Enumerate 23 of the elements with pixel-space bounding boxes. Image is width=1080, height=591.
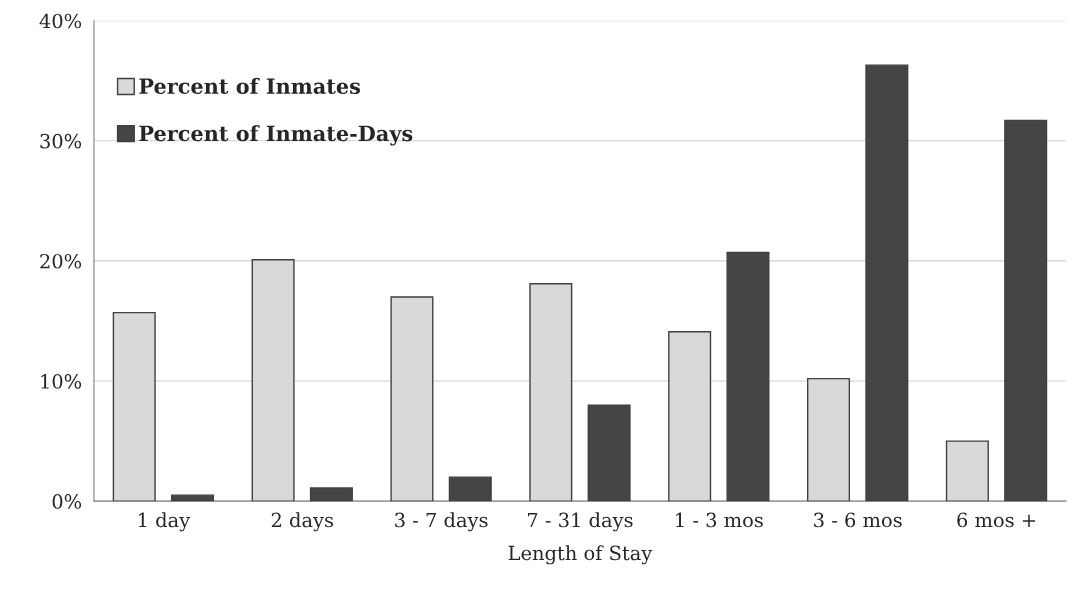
x-tick-label: 1 day	[138, 512, 191, 532]
bar	[865, 64, 909, 502]
bar	[309, 487, 353, 502]
bar	[726, 251, 770, 502]
x-tick-label: 1 - 3 mos	[676, 512, 763, 528]
x-tick-label: 6 mos +	[957, 512, 1036, 528]
y-tick-label: 10%	[41, 374, 82, 389]
y-tick-label: 0%	[52, 494, 82, 509]
legend-label: Percent of Inmate-Days	[139, 125, 413, 146]
x-tick-label: 2 days	[271, 512, 334, 532]
y-tick-label: 20%	[40, 253, 82, 269]
y-tick-label: 40%	[39, 13, 82, 29]
bar	[587, 404, 631, 502]
x-tick-label: 3 - 6 mos	[814, 512, 902, 528]
bar	[171, 494, 215, 502]
bar	[945, 440, 989, 502]
y-tick-label: 30%	[40, 133, 82, 149]
bar	[448, 476, 492, 502]
bar	[1004, 119, 1048, 502]
x-tick-label: 7 - 31 days	[527, 512, 633, 532]
x-tick-label: 3 - 7 days	[395, 512, 488, 532]
x-axis-title: Length of Stay	[508, 545, 653, 565]
legend-label: Percent of Inmates	[139, 77, 361, 94]
